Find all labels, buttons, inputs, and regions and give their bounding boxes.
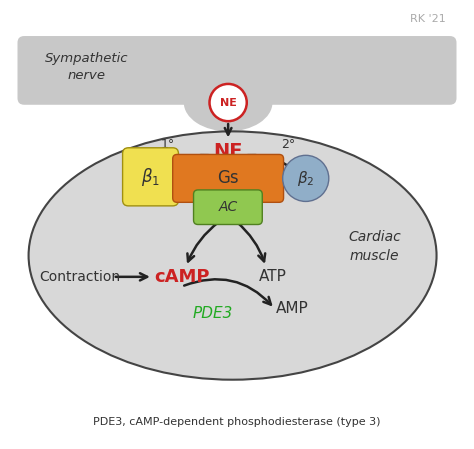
Text: ATP: ATP	[258, 269, 286, 284]
Text: Gs: Gs	[217, 169, 239, 187]
Text: Cardiac
muscle: Cardiac muscle	[348, 230, 401, 263]
Text: 1°: 1°	[161, 138, 175, 151]
Ellipse shape	[184, 74, 273, 132]
Text: PDE3: PDE3	[192, 306, 233, 321]
Text: AMP: AMP	[276, 301, 309, 316]
Circle shape	[283, 155, 329, 202]
FancyBboxPatch shape	[173, 154, 283, 202]
Text: Contraction: Contraction	[39, 270, 120, 284]
Text: NE: NE	[219, 97, 237, 108]
Text: Sympathetic
nerve: Sympathetic nerve	[45, 52, 128, 82]
Text: $\beta_2$: $\beta_2$	[297, 169, 314, 188]
Text: 2°: 2°	[281, 138, 295, 151]
FancyBboxPatch shape	[18, 36, 456, 105]
FancyBboxPatch shape	[193, 190, 262, 224]
Circle shape	[210, 84, 247, 121]
Text: AC: AC	[219, 200, 237, 214]
Text: $\beta_1$: $\beta_1$	[141, 166, 160, 188]
Text: RK '21: RK '21	[410, 14, 446, 24]
Text: cAMP: cAMP	[154, 268, 210, 286]
Text: NE: NE	[213, 142, 243, 161]
Ellipse shape	[28, 132, 437, 380]
Text: PDE3, cAMP-dependent phosphodiesterase (type 3): PDE3, cAMP-dependent phosphodiesterase (…	[93, 417, 381, 427]
FancyBboxPatch shape	[123, 148, 179, 206]
